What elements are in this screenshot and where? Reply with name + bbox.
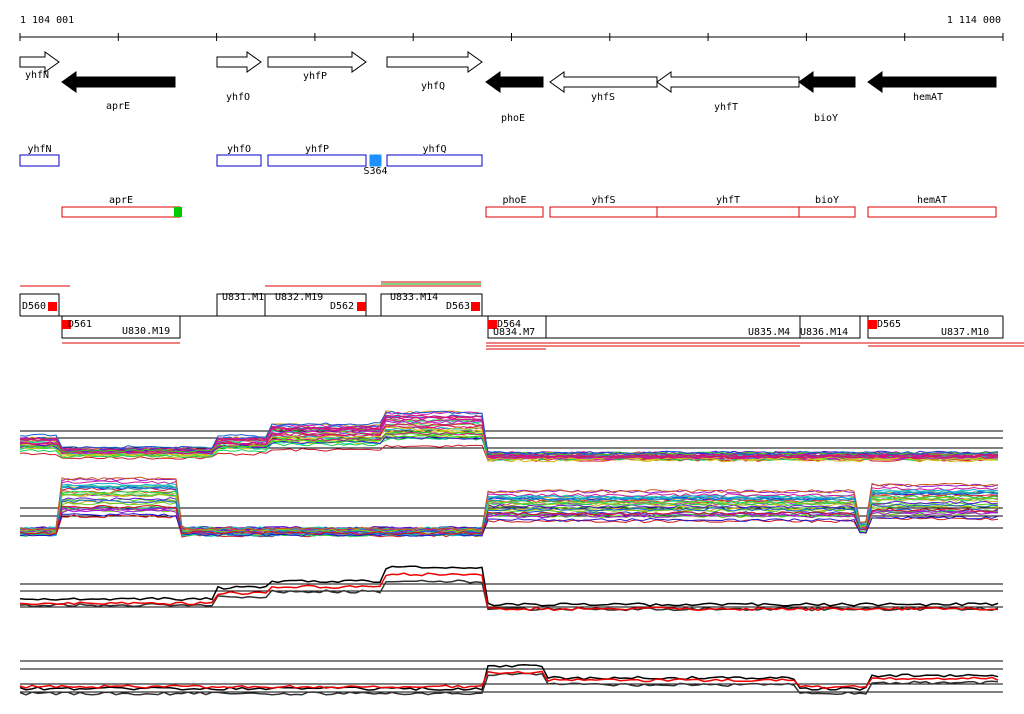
signal-line <box>19 410 999 456</box>
segment-label: U833.M14 <box>390 292 438 303</box>
gene-label: yhfO <box>226 92 250 103</box>
segment-marker <box>62 320 71 329</box>
gene-label: hemAT <box>913 92 943 103</box>
gene-arrow <box>216 51 262 73</box>
feature-label: yhfS <box>591 195 615 206</box>
segment-label: D561 <box>68 319 92 330</box>
segment-bracket <box>799 316 861 339</box>
signal-line <box>19 670 999 690</box>
gene-label: aprE <box>106 101 130 112</box>
gene-arrow <box>267 51 367 73</box>
signal-line <box>19 499 999 535</box>
gene-arrow <box>485 71 544 93</box>
feature-box <box>216 154 262 167</box>
segment-label: U830.M19 <box>122 326 170 337</box>
signal-line <box>19 504 999 535</box>
feature-label: yhfT <box>716 195 740 206</box>
signal-line <box>19 497 999 530</box>
signal-line <box>19 429 999 463</box>
gene-label: yhfQ <box>421 81 445 92</box>
signal-line <box>19 436 999 455</box>
feature-box <box>656 206 800 218</box>
feature-box <box>485 206 544 218</box>
gene-label: yhfN <box>25 70 49 81</box>
feature-box <box>61 206 181 218</box>
gene-arrow <box>656 71 800 93</box>
feature-box <box>267 154 367 167</box>
signal-line <box>19 422 999 460</box>
segment-label: U837.M10 <box>941 327 989 338</box>
segment-marker <box>471 302 480 311</box>
signal-line <box>19 565 999 607</box>
segment-label: U834.M7 <box>493 327 535 338</box>
segment-label: D565 <box>877 319 901 330</box>
gene-arrow <box>19 51 60 73</box>
feature-label: aprE <box>109 195 133 206</box>
ruler-start: 1 104 001 <box>20 15 74 26</box>
signal-line <box>19 672 999 696</box>
feature-label: yhfP <box>305 144 329 155</box>
segment-bracket <box>380 293 483 316</box>
feature-label: bioY <box>815 195 839 206</box>
gene-arrow <box>549 71 658 93</box>
signal-line <box>19 501 999 534</box>
signal-line <box>19 414 999 459</box>
feature-box <box>798 206 856 218</box>
signal-line <box>19 476 999 531</box>
segment-label: U835.M4 <box>748 327 790 338</box>
ruler-end: 1 114 000 <box>947 15 1001 26</box>
segment-label: U831.M1 <box>222 292 264 303</box>
gene-label: yhfP <box>303 71 327 82</box>
segment-label: U832.M19 <box>275 292 323 303</box>
feature-label: S364 <box>363 166 387 177</box>
feature-box <box>867 206 997 218</box>
gene-arrow <box>61 71 176 93</box>
signal-line <box>19 485 999 537</box>
feature-box <box>19 154 60 167</box>
segment-label: D564 <box>497 319 521 330</box>
segment-marker <box>48 302 57 311</box>
segment-label: D562 <box>330 301 354 312</box>
feature-box <box>549 206 658 218</box>
feature-label: yhfO <box>227 144 251 155</box>
segment-label: U836.M14 <box>800 327 848 338</box>
signal-line <box>19 572 999 612</box>
feature-marker <box>174 207 182 217</box>
gene-arrow <box>798 71 856 93</box>
segment-bracket <box>19 293 60 316</box>
feature-label: yhfQ <box>422 144 446 155</box>
signal-line <box>19 514 999 538</box>
segment-label: D560 <box>22 301 46 312</box>
segment-marker <box>488 320 497 329</box>
gene-label: yhfT <box>714 102 738 113</box>
gene-arrow <box>867 71 997 93</box>
feature-label: phoE <box>502 195 526 206</box>
segment-label: D563 <box>446 301 470 312</box>
gene-arrow <box>386 51 483 73</box>
gene-label: bioY <box>814 113 838 124</box>
signal-line <box>19 664 999 691</box>
feature-label: yhfN <box>27 144 51 155</box>
gene-label: yhfS <box>591 92 615 103</box>
feature-box <box>386 154 483 167</box>
segment-marker <box>357 302 366 311</box>
feature-box <box>369 154 382 167</box>
gene-label: phoE <box>501 113 525 124</box>
feature-label: hemAT <box>917 195 947 206</box>
segment-marker <box>868 320 877 329</box>
